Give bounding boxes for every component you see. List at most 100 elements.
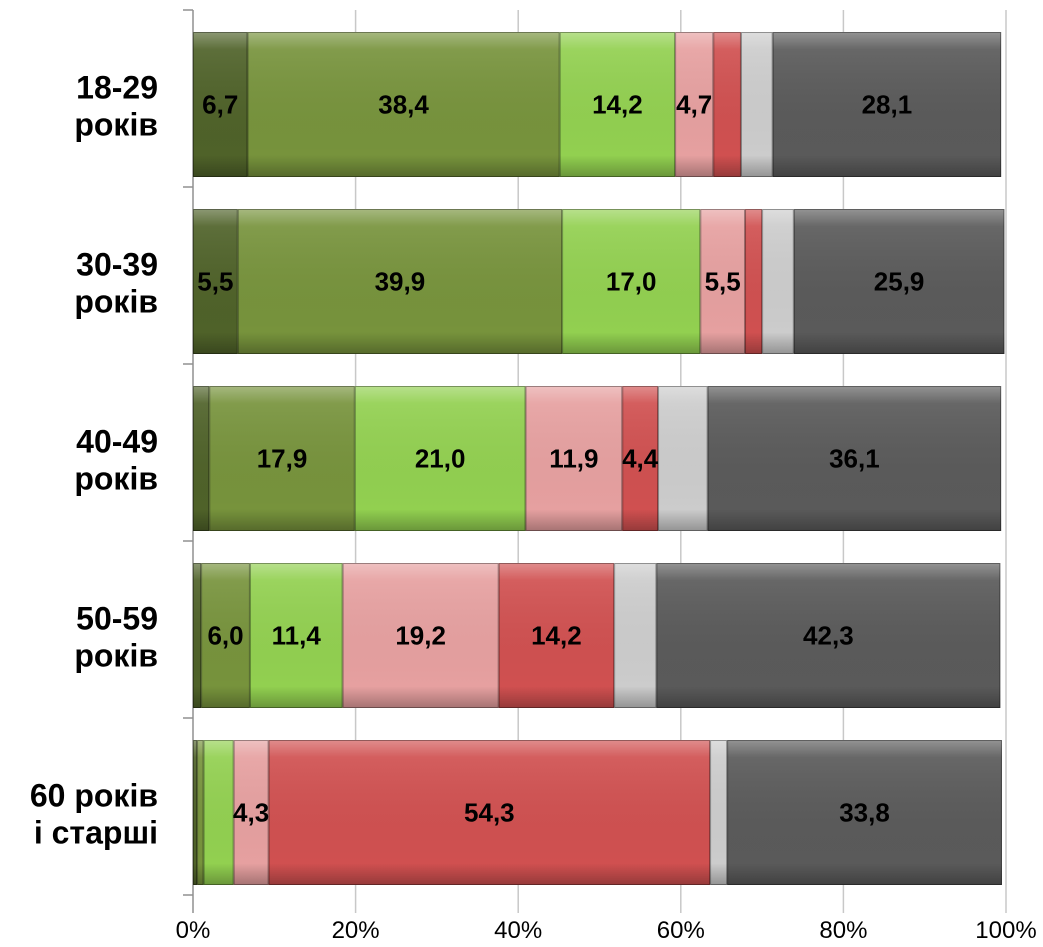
bar-edge (727, 740, 1002, 885)
bar-segment (745, 209, 763, 354)
bar-edge (762, 209, 794, 354)
x-tick-label: 20% (332, 917, 380, 944)
bar-bevel (354, 386, 526, 531)
data-label: 36,1 (829, 444, 880, 474)
bar-edge (193, 32, 248, 177)
bar-edge (656, 563, 1001, 708)
bar-bevel (713, 32, 741, 177)
data-label: 4,4 (622, 444, 659, 474)
data-label: 33,8 (839, 798, 890, 828)
bar-segment (193, 386, 210, 531)
bar-bevel (559, 32, 676, 177)
bar-edge (201, 563, 250, 708)
bar-bevel (675, 32, 714, 177)
category-label: і старші (34, 815, 158, 851)
data-label: 17,9 (257, 444, 308, 474)
category-label: 50-59 (76, 601, 158, 637)
bar-bevel (622, 386, 659, 531)
bar-bevel (707, 386, 1002, 531)
bar-bevel (193, 563, 202, 708)
category-label: років (74, 107, 158, 143)
data-label: 14,2 (592, 90, 643, 120)
bar-bevel (193, 386, 210, 531)
bar-edge (193, 563, 202, 708)
data-label: 25,9 (874, 267, 925, 297)
data-label: 21,0 (415, 444, 466, 474)
bar-segment (203, 740, 234, 885)
x-tick-label: 40% (494, 917, 542, 944)
bar-edge (559, 32, 676, 177)
bar-edge (675, 32, 714, 177)
data-label: 6,0 (207, 621, 243, 651)
bar-segment: 39,9 (237, 209, 563, 354)
x-tick-label: 60% (657, 917, 705, 944)
bar-edge (614, 563, 657, 708)
bar-edge (713, 32, 741, 177)
x-tick-label: 100% (975, 917, 1036, 944)
bar-edge (354, 386, 526, 531)
category-label: років (74, 284, 158, 320)
bar-bevel (268, 740, 711, 885)
bar-edge (249, 563, 343, 708)
bar-bevel (740, 32, 773, 177)
bar-edge (193, 209, 238, 354)
bar-edge (707, 386, 1002, 531)
bar-segment (740, 32, 773, 177)
bar-bevel (498, 563, 615, 708)
bar-edge (193, 386, 210, 531)
data-label: 39,9 (375, 267, 426, 297)
bar-segment: 4,7 (675, 32, 714, 177)
bar-edge (658, 386, 708, 531)
bar-edge (498, 563, 615, 708)
bar-edge (203, 740, 234, 885)
bar-segment: 14,2 (498, 563, 615, 708)
bar-segment: 6,0 (201, 563, 250, 708)
data-label: 38,4 (378, 90, 429, 120)
data-label: 5,5 (197, 267, 233, 297)
bar-segment (614, 563, 657, 708)
category-label: років (74, 461, 158, 497)
bar-edge (525, 386, 623, 531)
bar-bevel (793, 209, 1005, 354)
bar-bevel (658, 386, 708, 531)
bar-bevel (197, 740, 204, 885)
category-label: років (74, 638, 158, 674)
bar-bevel (201, 563, 250, 708)
data-label: 42,3 (803, 621, 854, 651)
category-label: 40-49 (76, 424, 158, 460)
category-label: 30-39 (76, 247, 158, 283)
bar-bevel (209, 386, 355, 531)
bar-bevel (614, 563, 657, 708)
bar-edge (233, 740, 269, 885)
category-label: 60 років (30, 778, 158, 814)
bar-bevel (710, 740, 728, 885)
bar-edge (342, 563, 499, 708)
data-label: 19,2 (395, 621, 446, 651)
x-tick-labels: 0% 20% 40% 60% 80% 100% (176, 917, 1037, 944)
category-label: 18-29 (76, 70, 158, 106)
bar-bevel (745, 209, 763, 354)
data-label: 11,9 (549, 444, 598, 474)
bar-segment: 14,2 (559, 32, 676, 177)
bar-edge (562, 209, 701, 354)
bar-segment: 25,9 (793, 209, 1005, 354)
bar-segment: 5,5 (193, 209, 238, 354)
bar-bevel (700, 209, 746, 354)
bar-segment: 11,9 (525, 386, 623, 531)
bar-edge (622, 386, 659, 531)
bar-segment (197, 740, 204, 885)
data-label: 17,0 (606, 267, 657, 297)
bar-segment: 4,4 (622, 386, 659, 531)
bar-bevel (193, 209, 238, 354)
bar-bevel (342, 563, 499, 708)
bar-segment: 54,3 (268, 740, 711, 885)
bar-edge (710, 740, 728, 885)
data-label: 4,3 (233, 798, 269, 828)
bar-segment: 33,8 (727, 740, 1002, 885)
bar-bevel (772, 32, 1002, 177)
bar-bevel (193, 32, 248, 177)
bar-segment: 21,0 (354, 386, 526, 531)
bar-bevel (193, 740, 198, 885)
bar-bevel (247, 32, 560, 177)
